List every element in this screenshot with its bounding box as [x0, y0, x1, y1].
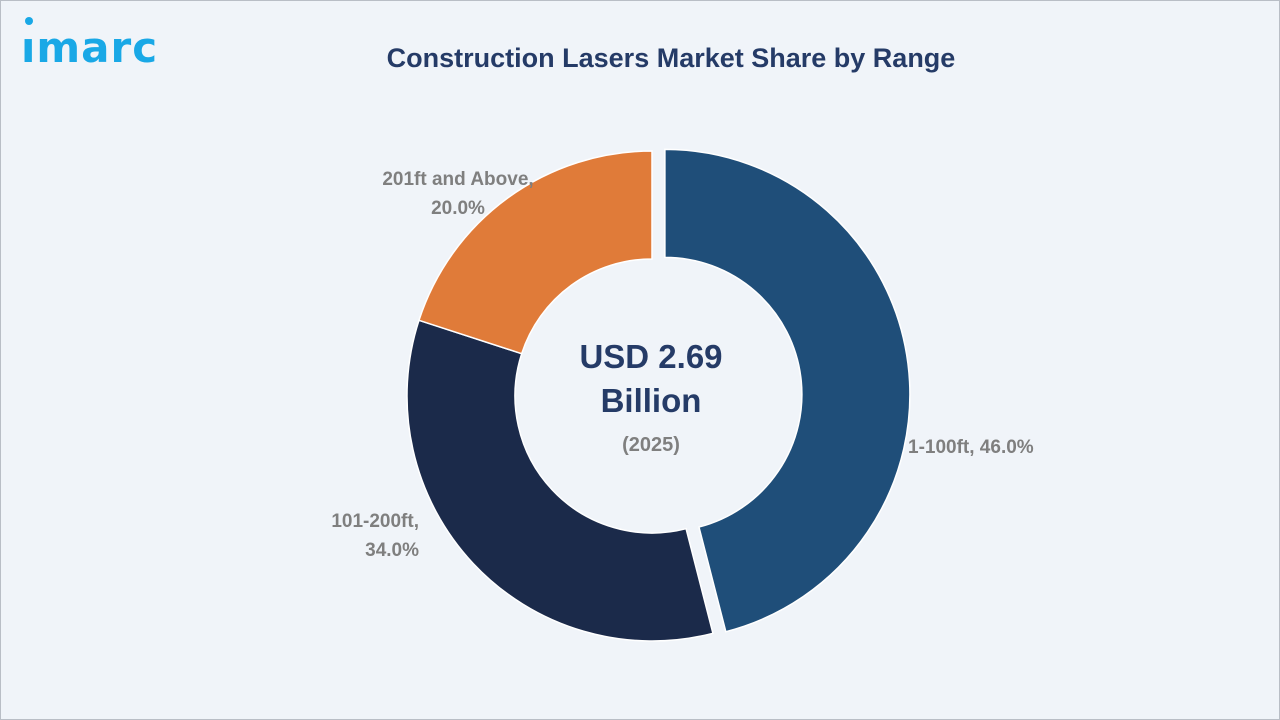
slice-label-201ft-and-above: 201ft and Above, 20.0%: [382, 169, 533, 219]
slice-label-101-200ft: 101-200ft, 34.0%: [331, 511, 419, 561]
chart-title: Construction Lasers Market Share by Rang…: [386, 43, 956, 73]
center-year: (2025): [622, 434, 680, 456]
slice-201ft-and-above: [418, 150, 653, 355]
center-value-line2: Billion: [601, 382, 702, 419]
logo-dot: [25, 17, 33, 25]
slice-1-100ft: [664, 148, 911, 633]
slice-101-200ft: [406, 319, 714, 642]
slice-group: [406, 148, 911, 642]
imarc-logo: ımarc: [21, 23, 159, 72]
slice-label-1-100ft: 1-100ft, 46.0%: [908, 437, 1034, 458]
slice-label-group: 1-100ft, 46.0% 101-200ft, 34.0% 201ft and A…: [331, 169, 1033, 561]
center-value-line1: USD 2.69: [579, 338, 722, 375]
